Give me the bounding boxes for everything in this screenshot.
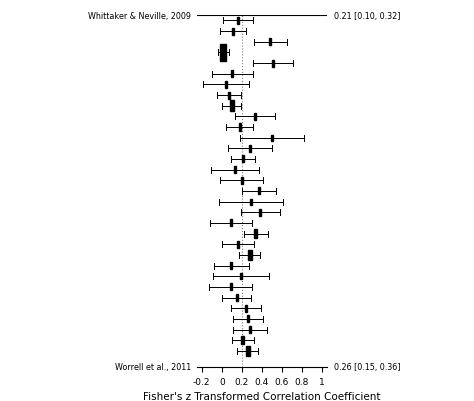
Bar — [242, 156, 244, 163]
Bar — [230, 71, 233, 78]
Bar — [245, 305, 247, 312]
Bar — [272, 61, 274, 67]
Bar — [234, 167, 236, 174]
Bar — [220, 45, 226, 61]
Text: Whittaker & Neville, 2009: Whittaker & Neville, 2009 — [88, 12, 191, 20]
Bar — [259, 209, 261, 216]
Bar — [232, 28, 234, 36]
Text: 0.21 [0.10, 0.32]: 0.21 [0.10, 0.32] — [334, 12, 401, 20]
Bar — [238, 124, 241, 131]
Bar — [230, 101, 234, 112]
Bar — [228, 92, 230, 99]
Text: 0.26 [0.15, 0.36]: 0.26 [0.15, 0.36] — [334, 363, 401, 371]
Bar — [236, 294, 238, 301]
Bar — [246, 346, 250, 356]
Bar — [225, 82, 227, 89]
Bar — [258, 188, 260, 195]
Bar — [237, 18, 239, 25]
Bar — [229, 262, 232, 269]
Bar — [240, 273, 242, 279]
Bar — [249, 326, 251, 333]
Bar — [249, 146, 251, 152]
Bar — [229, 284, 232, 291]
Bar — [237, 241, 239, 248]
Text: Worrell et al., 2011: Worrell et al., 2011 — [115, 363, 191, 371]
Bar — [250, 199, 252, 205]
Bar — [241, 336, 244, 344]
Bar — [255, 230, 257, 238]
Bar — [254, 113, 256, 121]
Bar — [248, 250, 252, 261]
Bar — [241, 177, 243, 184]
Bar — [269, 39, 271, 46]
Bar — [271, 136, 273, 141]
Bar — [229, 220, 232, 227]
Bar — [246, 316, 249, 322]
X-axis label: Fisher's z Transformed Correlation Coefficient: Fisher's z Transformed Correlation Coeff… — [143, 391, 381, 401]
